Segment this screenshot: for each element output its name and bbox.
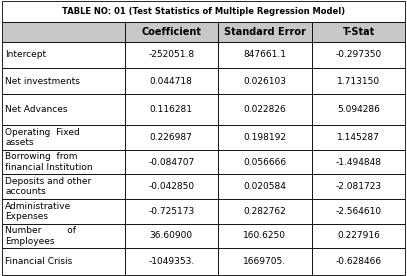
Bar	[125, 199, 218, 224]
Text: -0.297350: -0.297350	[335, 50, 382, 59]
Text: 0.198192: 0.198192	[243, 133, 287, 142]
Bar	[2, 125, 125, 150]
Bar	[2, 22, 125, 42]
Bar	[2, 150, 125, 174]
Bar	[2, 94, 125, 125]
Bar	[312, 199, 405, 224]
Text: Standard Error: Standard Error	[224, 27, 306, 37]
Text: -0.042850: -0.042850	[148, 182, 194, 191]
Bar	[218, 94, 312, 125]
Text: -252051.8: -252051.8	[148, 50, 194, 59]
Bar	[2, 68, 125, 94]
Text: 0.227916: 0.227916	[337, 232, 380, 240]
Bar	[125, 94, 218, 125]
Text: Intercept: Intercept	[5, 50, 46, 59]
Bar	[2, 248, 125, 275]
Bar	[125, 22, 218, 42]
Text: Financial Crisis: Financial Crisis	[5, 257, 72, 266]
Bar	[218, 199, 312, 224]
Bar	[312, 22, 405, 42]
Bar	[2, 224, 125, 248]
Bar	[218, 42, 312, 68]
Bar	[312, 150, 405, 174]
Text: -0.628466: -0.628466	[335, 257, 382, 266]
Text: Net investments: Net investments	[5, 77, 80, 86]
Text: Net Advances: Net Advances	[5, 105, 68, 114]
Text: Administrative
Expenses: Administrative Expenses	[5, 202, 72, 221]
Bar	[312, 125, 405, 150]
Bar	[2, 42, 125, 68]
Text: Borrowing  from
financial Institution: Borrowing from financial Institution	[5, 152, 93, 172]
Bar	[2, 1, 405, 22]
Text: -2.081723: -2.081723	[335, 182, 382, 191]
Text: -1.494848: -1.494848	[336, 158, 382, 167]
Bar	[218, 174, 312, 199]
Bar	[218, 68, 312, 94]
Text: 0.226987: 0.226987	[150, 133, 193, 142]
Text: Operating  Fixed
assets: Operating Fixed assets	[5, 128, 80, 147]
Bar	[125, 42, 218, 68]
Bar	[125, 68, 218, 94]
Bar	[312, 174, 405, 199]
Text: -2.564610: -2.564610	[335, 207, 382, 216]
Text: 0.026103: 0.026103	[243, 77, 287, 86]
Text: -0.084707: -0.084707	[148, 158, 195, 167]
Bar	[2, 174, 125, 199]
Bar	[312, 42, 405, 68]
Text: TABLE NO: 01 (Test Statistics of Multiple Regression Model): TABLE NO: 01 (Test Statistics of Multipl…	[62, 7, 345, 16]
Text: 847661.1: 847661.1	[243, 50, 287, 59]
Bar	[218, 224, 312, 248]
Bar	[125, 174, 218, 199]
Text: 36.60900: 36.60900	[150, 232, 193, 240]
Text: 0.116281: 0.116281	[150, 105, 193, 114]
Text: Number         of
Employees: Number of Employees	[5, 226, 76, 246]
Text: 1669705.: 1669705.	[243, 257, 287, 266]
Bar	[312, 68, 405, 94]
Text: 0.282762: 0.282762	[243, 207, 286, 216]
Bar	[312, 94, 405, 125]
Bar	[218, 22, 312, 42]
Text: 0.022826: 0.022826	[243, 105, 286, 114]
Bar	[312, 248, 405, 275]
Text: 5.094286: 5.094286	[337, 105, 380, 114]
Bar	[312, 224, 405, 248]
Bar	[218, 125, 312, 150]
Text: T-Stat: T-Stat	[343, 27, 375, 37]
Text: 160.6250: 160.6250	[243, 232, 287, 240]
Bar	[125, 248, 218, 275]
Text: 0.044718: 0.044718	[150, 77, 193, 86]
Text: -0.725173: -0.725173	[148, 207, 195, 216]
Text: Coefficient: Coefficient	[141, 27, 201, 37]
Bar	[2, 199, 125, 224]
Bar	[125, 125, 218, 150]
Bar	[125, 224, 218, 248]
Bar	[218, 248, 312, 275]
Bar	[125, 150, 218, 174]
Text: Deposits and other
accounts: Deposits and other accounts	[5, 177, 92, 197]
Text: -1049353.: -1049353.	[148, 257, 195, 266]
Text: 0.056666: 0.056666	[243, 158, 287, 167]
Text: 1.713150: 1.713150	[337, 77, 380, 86]
Text: 0.020584: 0.020584	[243, 182, 287, 191]
Text: 1.145287: 1.145287	[337, 133, 380, 142]
Bar	[218, 150, 312, 174]
